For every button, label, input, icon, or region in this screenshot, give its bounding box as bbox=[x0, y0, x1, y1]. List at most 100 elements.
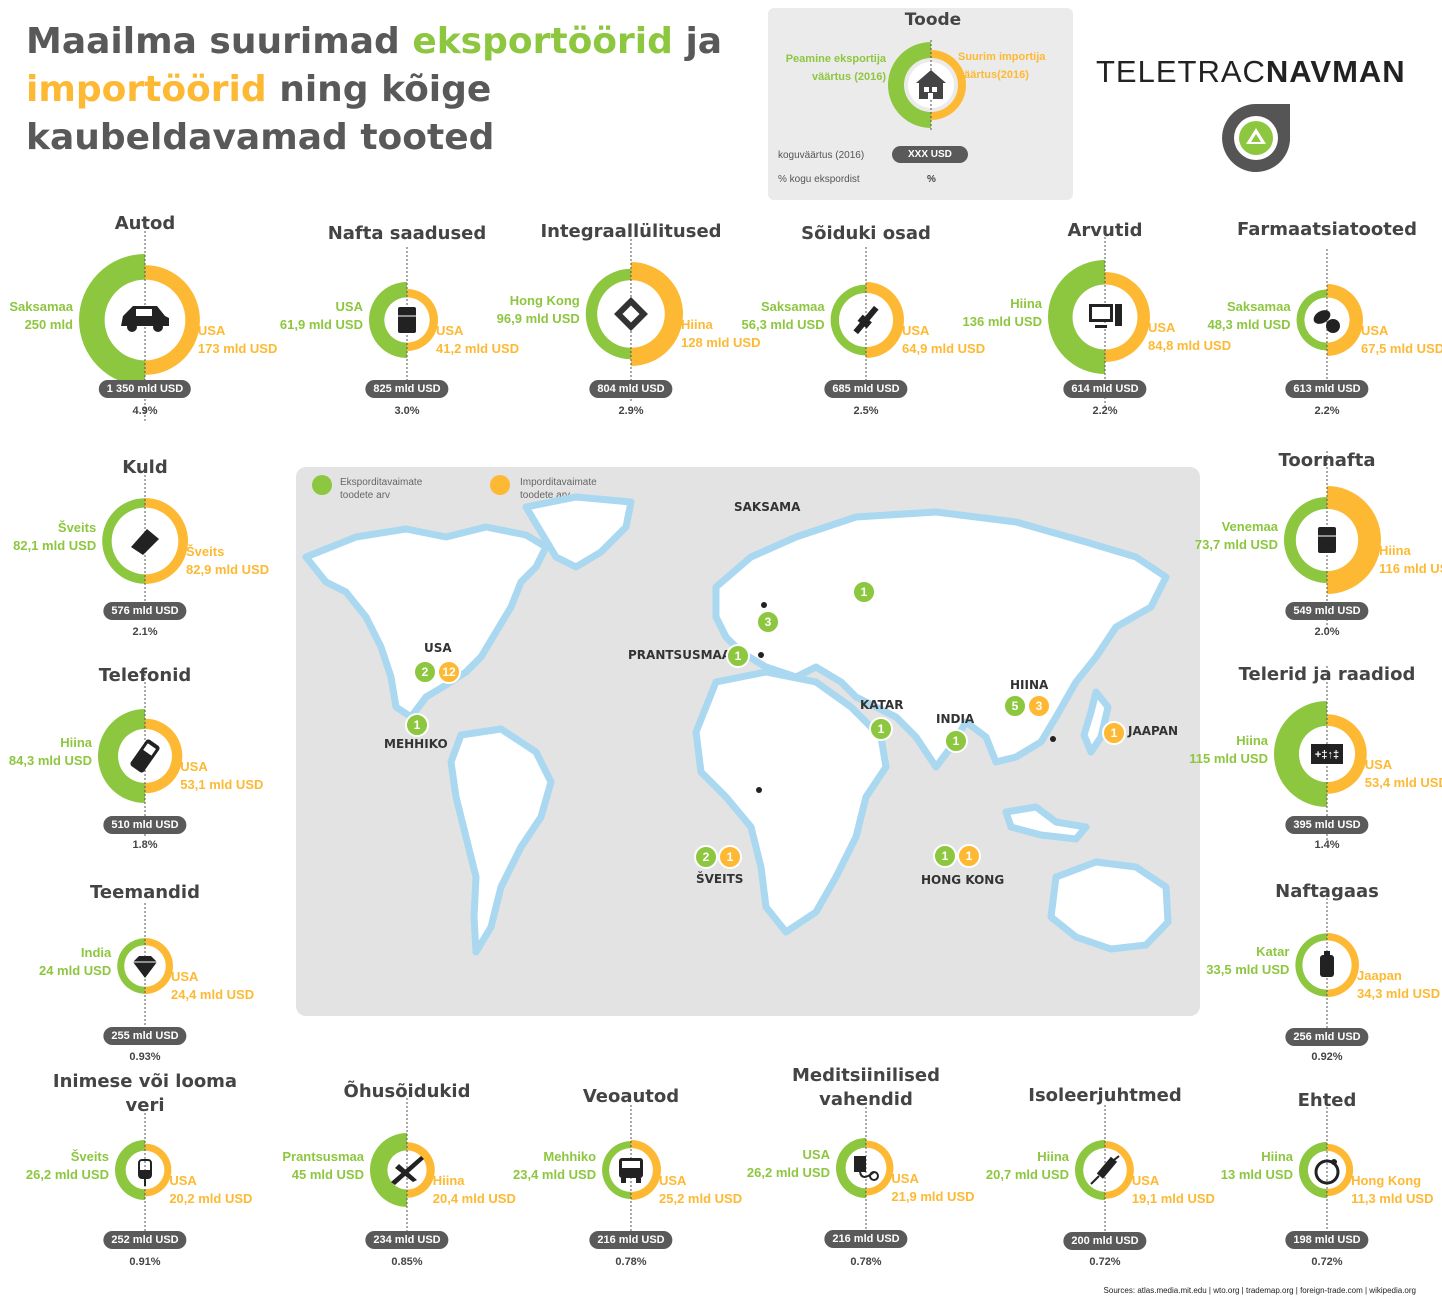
total-value-pill: 549 mld USD bbox=[1285, 602, 1369, 620]
total-value-pill: 614 mld USD bbox=[1063, 380, 1147, 398]
map-country-label: KATAR bbox=[860, 698, 904, 712]
importer-name: USA bbox=[171, 969, 199, 984]
export-count-badge: 1 bbox=[726, 644, 750, 668]
exporter-name: Šveits bbox=[57, 520, 97, 535]
export-count-badge: 2 bbox=[694, 845, 718, 869]
page-title: Maailma suurimad eksportöörid ja importö… bbox=[26, 18, 726, 162]
exporter-name: Katar bbox=[1256, 944, 1290, 959]
product-donut bbox=[1295, 898, 1359, 1032]
share-percent: 0.78% bbox=[850, 1256, 882, 1268]
exporter-name: Hiina bbox=[1010, 296, 1042, 311]
product-donut bbox=[115, 1105, 172, 1235]
importer-name: Šveits bbox=[186, 544, 225, 559]
product-donut bbox=[369, 247, 439, 393]
title-text: ning kõige kaubeldavamad tooted bbox=[26, 69, 495, 158]
map-country-label: SAKSAMA bbox=[734, 500, 801, 514]
total-value-pill: 613 mld USD bbox=[1285, 380, 1369, 398]
map-legend-export-dot bbox=[312, 475, 332, 495]
exporter-name: Hiina bbox=[1236, 733, 1268, 748]
import-label: Hiina 128 mld USD bbox=[681, 316, 760, 352]
importer-name: Jaapan bbox=[1357, 968, 1402, 983]
map-country-label: PRANTSUSMAA bbox=[628, 648, 732, 662]
product-title: Isoleerjuhtmed bbox=[1028, 1085, 1182, 1106]
share-percent: 2.5% bbox=[853, 405, 879, 417]
product-donut bbox=[102, 463, 188, 619]
exporter-value: 45 mld USD bbox=[291, 1167, 364, 1182]
legend-donut bbox=[888, 40, 966, 132]
legend-total-pill: XXX USD bbox=[892, 146, 968, 163]
total-value-pill: 216 mld USD bbox=[824, 1230, 908, 1248]
total-value-pill: 216 mld USD bbox=[589, 1231, 673, 1249]
eurasia-shape bbox=[712, 508, 1170, 771]
export-label: Prantsusmaa 45 mld USD bbox=[282, 1148, 364, 1184]
import-label: USA 21,9 mld USD bbox=[891, 1170, 974, 1206]
title-text: ja bbox=[672, 21, 723, 62]
importer-name: USA bbox=[180, 759, 208, 774]
share-percent: 0.85% bbox=[391, 1256, 423, 1268]
exporter-value: 61,9 mld USD bbox=[279, 317, 363, 332]
product-title: Teemandid bbox=[90, 882, 200, 903]
export-label: India 24 mld USD bbox=[39, 944, 111, 980]
product-donut bbox=[1048, 225, 1151, 409]
exporter-value: 250 mld bbox=[24, 317, 73, 332]
exporter-value: 20,7 mld USD bbox=[985, 1167, 1069, 1182]
importer-value: 82,9 mld USD bbox=[186, 562, 270, 577]
export-count-badge: 5 bbox=[1003, 694, 1027, 718]
product-title: Meditsiinilised vahendid bbox=[792, 1065, 940, 1110]
exporter-value: 26,2 mld USD bbox=[746, 1165, 830, 1180]
import-label: Jaapan 34,3 mld USD bbox=[1357, 967, 1440, 1003]
importer-value: 64,9 mld USD bbox=[902, 341, 986, 356]
import-label: USA 53,4 mld USD bbox=[1365, 756, 1442, 792]
importer-name: USA bbox=[902, 323, 930, 338]
share-percent: 0.92% bbox=[1311, 1051, 1343, 1063]
exporter-value: 82,1 mld USD bbox=[13, 538, 97, 553]
import-label: USA 25,2 mld USD bbox=[659, 1172, 742, 1208]
title-text: Maailma suurimad bbox=[26, 21, 413, 62]
export-label: Hiina 20,7 mld USD bbox=[986, 1148, 1069, 1184]
map-country-label: USA bbox=[424, 641, 452, 655]
south-america-shape bbox=[447, 725, 555, 956]
exporter-value: 84,3 mld USD bbox=[8, 753, 92, 768]
total-value-pill: 825 mld USD bbox=[365, 380, 449, 398]
import-count-badge: 3 bbox=[1027, 694, 1051, 718]
svg-text:+‡↑‡: +‡↑‡ bbox=[1315, 749, 1339, 761]
importer-value: 24,4 mld USD bbox=[171, 987, 255, 1002]
importer-value: 67,5 mld USD bbox=[1361, 341, 1442, 356]
indonesia-shape bbox=[1002, 803, 1090, 843]
legend-share-label: % kogu ekspordist bbox=[778, 174, 860, 185]
import-label: USA 67,5 mld USD bbox=[1361, 322, 1442, 358]
exporter-name: India bbox=[80, 945, 112, 960]
import-label: Hiina 20,4 mld USD bbox=[433, 1172, 516, 1208]
importer-name: USA bbox=[1148, 320, 1176, 335]
importer-value: 25,2 mld USD bbox=[659, 1191, 743, 1206]
legend-heading: Toode bbox=[904, 10, 962, 30]
blood-bag-icon bbox=[138, 1159, 152, 1186]
product-donut bbox=[117, 903, 173, 1029]
importer-name: USA bbox=[659, 1173, 687, 1188]
legend-share-value: % bbox=[927, 174, 936, 185]
export-count-badge: 2 bbox=[413, 660, 437, 684]
japan-shape bbox=[1080, 688, 1112, 756]
export-label: Hiina 13 mld USD bbox=[1221, 1148, 1293, 1184]
north-america-shape bbox=[302, 523, 550, 721]
map-country-label: HIINA bbox=[1010, 678, 1049, 692]
importer-name: USA bbox=[169, 1173, 197, 1188]
product-donut bbox=[98, 674, 183, 838]
exporter-value: 96,9 mld USD bbox=[496, 311, 580, 326]
map-location-dot bbox=[758, 652, 764, 658]
share-percent: 0.93% bbox=[129, 1051, 161, 1063]
export-label: Venemaa 73,7 mld USD bbox=[1195, 518, 1278, 554]
exporter-value: 23,4 mld USD bbox=[513, 1167, 597, 1182]
exporter-name: USA bbox=[335, 299, 363, 314]
product-donut bbox=[1283, 451, 1381, 629]
import-label: USA 41,2 mld USD bbox=[436, 322, 519, 358]
title-importers: importöörid bbox=[26, 69, 267, 110]
share-percent: 0.72% bbox=[1089, 1256, 1121, 1268]
importer-value: 41,2 mld USD bbox=[436, 341, 520, 356]
product-donut bbox=[79, 219, 200, 421]
export-count-badge: 1 bbox=[869, 717, 893, 741]
product-donut bbox=[1075, 1105, 1134, 1235]
product-title: Nafta saadused bbox=[327, 223, 487, 244]
legend-total-label: koguväärtus (2016) bbox=[778, 150, 865, 161]
exporter-name: Hiina bbox=[1037, 1149, 1069, 1164]
